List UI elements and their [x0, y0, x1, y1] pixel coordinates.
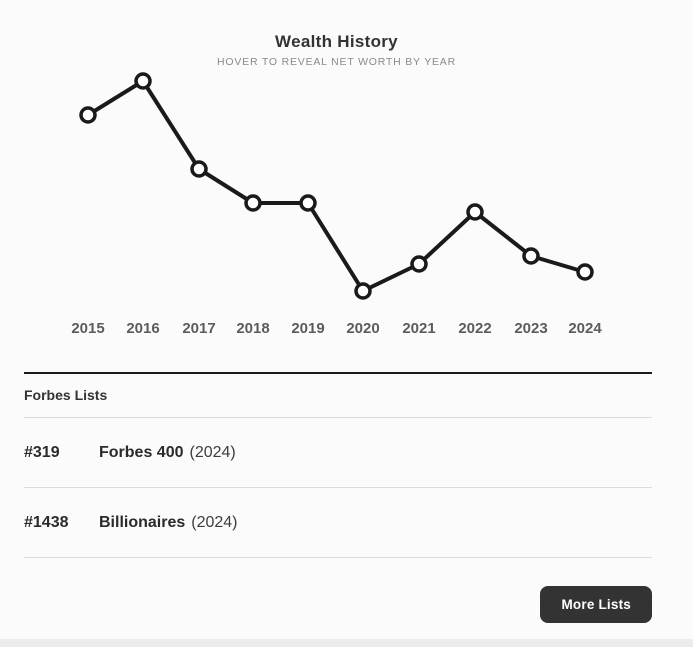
data-point-2017[interactable] — [190, 160, 208, 178]
list-year: (2024) — [189, 443, 236, 461]
year-label-2019: 2019 — [291, 320, 324, 337]
year-label-2016: 2016 — [126, 320, 159, 337]
list-year: (2024) — [191, 513, 238, 531]
data-point-2016[interactable] — [134, 72, 152, 90]
wealth-history-subtitle: HOVER TO REVEAL NET WORTH BY YEAR — [217, 56, 456, 68]
year-label-2015: 2015 — [71, 320, 104, 337]
data-point-2021[interactable] — [410, 255, 428, 273]
data-point-2019[interactable] — [299, 194, 317, 212]
more-lists-row: More Lists — [24, 586, 652, 623]
wealth-history-chart[interactable]: 2015 2016 2017 2018 2019 2020 2021 2022 2023 2024 — [0, 0, 693, 350]
list-row-forbes-400[interactable]: #319 Forbes 400 (2024) — [24, 418, 652, 488]
year-label-2020: 2020 — [346, 320, 379, 337]
data-point-2023[interactable] — [522, 247, 540, 265]
list-rank: #1438 — [24, 513, 69, 531]
data-point-2015[interactable] — [79, 106, 97, 124]
year-label-2021: 2021 — [402, 320, 435, 337]
year-label-2018: 2018 — [236, 320, 269, 337]
net-worth-line — [86, 79, 587, 293]
list-row-billionaires[interactable]: #1438 Billionaires (2024) — [24, 488, 652, 558]
data-point-2018[interactable] — [244, 194, 262, 212]
more-lists-button[interactable]: More Lists — [540, 586, 652, 623]
year-label-2023: 2023 — [514, 320, 547, 337]
bottom-edge-strip — [0, 639, 693, 647]
year-label-2017: 2017 — [182, 320, 215, 337]
wealth-history-header: Wealth History HOVER TO REVEAL NET WORTH… — [0, 31, 673, 68]
list-rank: #319 — [24, 443, 60, 461]
data-point-2020[interactable] — [354, 282, 372, 300]
wealth-history-title: Wealth History — [275, 32, 398, 51]
list-name[interactable]: Billionaires — [99, 513, 186, 531]
forbes-lists-header: Forbes Lists — [24, 374, 652, 418]
year-label-2024: 2024 — [568, 320, 602, 337]
forbes-lists-section: Forbes Lists #319 Forbes 400 (2024) #143… — [24, 372, 652, 623]
data-point-2024[interactable] — [576, 263, 594, 281]
year-label-2022: 2022 — [458, 320, 491, 337]
list-name[interactable]: Forbes 400 — [99, 443, 184, 461]
data-point-2022[interactable] — [466, 203, 484, 221]
